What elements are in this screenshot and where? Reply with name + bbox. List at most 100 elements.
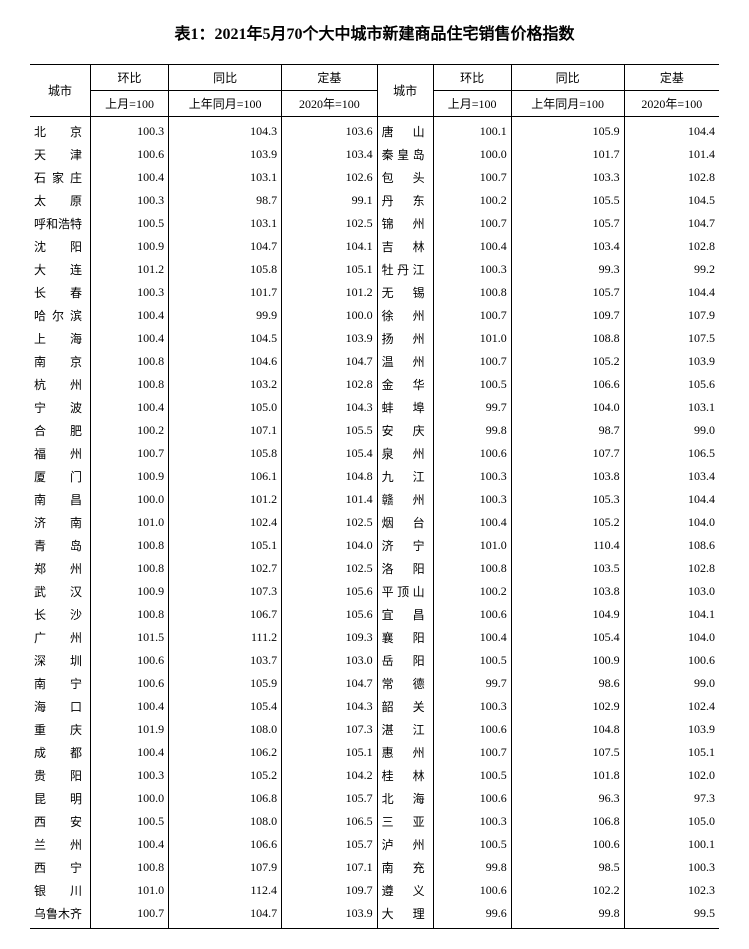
city-cell: 哈尔滨 <box>30 304 91 327</box>
tb-cell: 103.2 <box>169 373 282 396</box>
dj-cell: 105.6 <box>282 603 378 626</box>
tb-cell: 104.9 <box>511 603 624 626</box>
hb-cell: 100.6 <box>433 787 511 810</box>
hb-cell: 100.2 <box>91 419 169 442</box>
city-cell: 石家庄 <box>30 166 91 189</box>
table-row: 贵阳100.3105.2104.2桂林100.5101.8102.0 <box>30 764 719 787</box>
hb-cell: 100.7 <box>433 304 511 327</box>
table-row: 西宁100.8107.9107.1南充99.898.5100.3 <box>30 856 719 879</box>
hb-cell: 101.0 <box>433 327 511 350</box>
dj-cell: 101.4 <box>624 143 719 166</box>
tb-cell: 103.8 <box>511 465 624 488</box>
hb-cell: 100.0 <box>91 787 169 810</box>
city-cell: 天津 <box>30 143 91 166</box>
dj-cell: 108.6 <box>624 534 719 557</box>
hb-cell: 100.4 <box>433 626 511 649</box>
hb-cell: 101.9 <box>91 718 169 741</box>
table-row: 北京100.3104.3103.6唐山100.1105.9104.4 <box>30 117 719 144</box>
table-row: 杭州100.8103.2102.8金华100.5106.6105.6 <box>30 373 719 396</box>
dj-cell: 100.0 <box>282 304 378 327</box>
dj-cell: 109.7 <box>282 879 378 902</box>
table-row: 西安100.5108.0106.5三亚100.3106.8105.0 <box>30 810 719 833</box>
table-row: 成都100.4106.2105.1惠州100.7107.5105.1 <box>30 741 719 764</box>
subheader-tb-right: 上年同月=100 <box>511 91 624 117</box>
tb-cell: 103.3 <box>511 166 624 189</box>
tb-cell: 99.3 <box>511 258 624 281</box>
tb-cell: 98.6 <box>511 672 624 695</box>
dj-cell: 101.4 <box>282 488 378 511</box>
table-row: 太原100.398.799.1丹东100.2105.5104.5 <box>30 189 719 212</box>
tb-cell: 102.9 <box>511 695 624 718</box>
tb-cell: 106.2 <box>169 741 282 764</box>
city-cell: 湛江 <box>377 718 433 741</box>
city-cell: 九江 <box>377 465 433 488</box>
dj-cell: 104.4 <box>624 281 719 304</box>
city-cell: 蚌埠 <box>377 396 433 419</box>
table-row: 兰州100.4106.6105.7泸州100.5100.6100.1 <box>30 833 719 856</box>
hb-cell: 100.8 <box>91 856 169 879</box>
city-cell: 昆明 <box>30 787 91 810</box>
hb-cell: 99.8 <box>433 856 511 879</box>
city-cell: 合肥 <box>30 419 91 442</box>
hb-cell: 100.6 <box>91 143 169 166</box>
city-cell: 乌鲁木齐 <box>30 902 91 929</box>
city-cell: 遵义 <box>377 879 433 902</box>
city-cell: 无锡 <box>377 281 433 304</box>
city-cell: 重庆 <box>30 718 91 741</box>
city-cell: 丹东 <box>377 189 433 212</box>
dj-cell: 102.8 <box>624 235 719 258</box>
tb-cell: 105.2 <box>169 764 282 787</box>
city-cell: 秦皇岛 <box>377 143 433 166</box>
hb-cell: 100.7 <box>433 212 511 235</box>
table-row: 郑州100.8102.7102.5洛阳100.8103.5102.8 <box>30 557 719 580</box>
city-cell: 常德 <box>377 672 433 695</box>
tb-cell: 107.1 <box>169 419 282 442</box>
dj-cell: 105.7 <box>282 787 378 810</box>
table-row: 济南101.0102.4102.5烟台100.4105.2104.0 <box>30 511 719 534</box>
hb-cell: 100.6 <box>433 603 511 626</box>
dj-cell: 105.5 <box>282 419 378 442</box>
city-cell: 赣州 <box>377 488 433 511</box>
city-cell: 牡丹江 <box>377 258 433 281</box>
hb-cell: 100.3 <box>433 810 511 833</box>
dj-cell: 105.6 <box>624 373 719 396</box>
hb-cell: 100.7 <box>91 902 169 929</box>
header-hb-left: 环比 <box>91 65 169 91</box>
dj-cell: 104.1 <box>624 603 719 626</box>
dj-cell: 104.2 <box>282 764 378 787</box>
dj-cell: 103.9 <box>282 327 378 350</box>
header-hb-right: 环比 <box>433 65 511 91</box>
tb-cell: 104.7 <box>169 235 282 258</box>
table-row: 重庆101.9108.0107.3湛江100.6104.8103.9 <box>30 718 719 741</box>
tb-cell: 104.5 <box>169 327 282 350</box>
tb-cell: 104.8 <box>511 718 624 741</box>
city-cell: 杭州 <box>30 373 91 396</box>
city-cell: 西宁 <box>30 856 91 879</box>
city-cell: 宁波 <box>30 396 91 419</box>
city-cell: 济南 <box>30 511 91 534</box>
city-cell: 泉州 <box>377 442 433 465</box>
header-city-right: 城市 <box>377 65 433 117</box>
hb-cell: 100.8 <box>433 281 511 304</box>
tb-cell: 112.4 <box>169 879 282 902</box>
tb-cell: 105.5 <box>511 189 624 212</box>
table-body: 北京100.3104.3103.6唐山100.1105.9104.4天津100.… <box>30 117 719 929</box>
city-cell: 北海 <box>377 787 433 810</box>
dj-cell: 103.9 <box>282 902 378 929</box>
hb-cell: 100.3 <box>91 281 169 304</box>
city-cell: 吉林 <box>377 235 433 258</box>
tb-cell: 101.2 <box>169 488 282 511</box>
hb-cell: 100.8 <box>91 373 169 396</box>
hb-cell: 100.1 <box>433 117 511 144</box>
dj-cell: 107.1 <box>282 856 378 879</box>
hb-cell: 100.5 <box>433 373 511 396</box>
hb-cell: 100.5 <box>433 833 511 856</box>
tb-cell: 98.7 <box>511 419 624 442</box>
hb-cell: 100.3 <box>91 189 169 212</box>
hb-cell: 100.9 <box>91 465 169 488</box>
table-row: 石家庄100.4103.1102.6包头100.7103.3102.8 <box>30 166 719 189</box>
hb-cell: 100.3 <box>91 764 169 787</box>
city-cell: 金华 <box>377 373 433 396</box>
dj-cell: 106.5 <box>624 442 719 465</box>
table-row: 上海100.4104.5103.9扬州101.0108.8107.5 <box>30 327 719 350</box>
